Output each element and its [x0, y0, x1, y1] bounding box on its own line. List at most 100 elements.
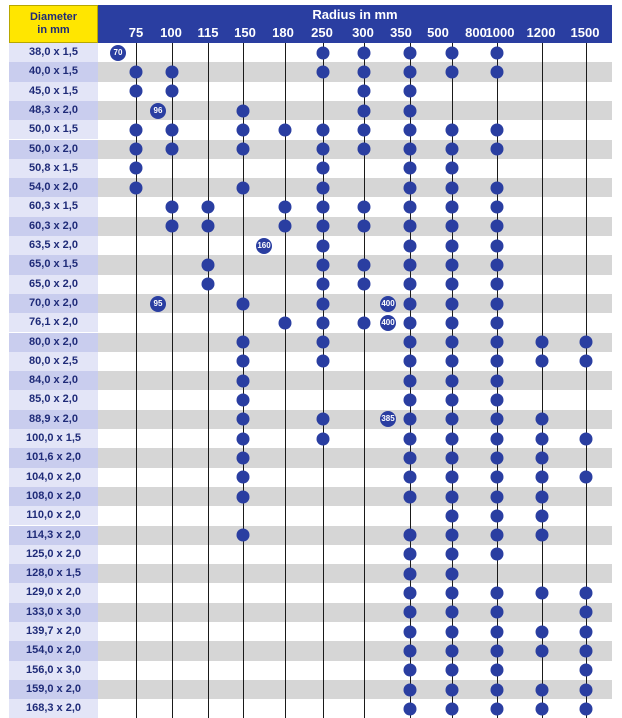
availability-dot [357, 142, 371, 156]
availability-dot [579, 335, 593, 349]
table-row [98, 525, 612, 545]
availability-dot [129, 84, 143, 98]
availability-dot [445, 161, 459, 175]
diameter-label: 159,0 x 2,0 [9, 679, 98, 700]
availability-dot [535, 335, 549, 349]
availability-dot [445, 683, 459, 697]
availability-dot [403, 142, 417, 156]
availability-dot [165, 123, 179, 137]
availability-dot [403, 625, 417, 639]
availability-dot [165, 142, 179, 156]
availability-dot [403, 470, 417, 484]
availability-dot [403, 84, 417, 98]
diameter-label: 76,1 x 2,0 [9, 313, 98, 333]
availability-dot [490, 547, 504, 561]
availability-dot [490, 258, 504, 272]
availability-dot [316, 354, 330, 368]
column-line [136, 43, 137, 718]
radius-header-250: 250 [311, 25, 333, 40]
availability-dot [445, 142, 459, 156]
radius-header-300: 300 [352, 25, 374, 40]
column-line [208, 43, 209, 718]
diameter-label: 110,0 x 2,0 [9, 506, 98, 526]
availability-dot [278, 200, 292, 214]
availability-dot [490, 528, 504, 542]
availability-dot [236, 181, 250, 195]
diameter-label: 139,7 x 2,0 [9, 622, 98, 642]
availability-dot [403, 258, 417, 272]
availability-dot [535, 644, 549, 658]
radius-header-150: 150 [234, 25, 256, 40]
column-line [364, 43, 365, 718]
diameter-label: 50,0 x 2,0 [9, 139, 98, 159]
column-line [285, 43, 286, 718]
availability-dot [357, 316, 371, 330]
availability-dot [490, 393, 504, 407]
availability-dot [316, 181, 330, 195]
table-row [98, 236, 612, 256]
availability-dot [490, 605, 504, 619]
table-row [98, 506, 612, 526]
diameter-header: Diameter in mm [9, 5, 98, 43]
availability-dot [445, 335, 459, 349]
availability-dot [445, 354, 459, 368]
table-row [98, 409, 612, 429]
table-row [98, 255, 612, 275]
availability-dot [579, 432, 593, 446]
table-row [98, 120, 612, 140]
availability-dot [535, 683, 549, 697]
availability-dot [579, 644, 593, 658]
availability-dot [403, 547, 417, 561]
radius-header-115: 115 [197, 25, 219, 40]
availability-dot [236, 432, 250, 446]
availability-dot [445, 181, 459, 195]
table-row [98, 351, 612, 372]
table-row [98, 390, 612, 410]
availability-dot [445, 65, 459, 79]
special-radius-marker: 385 [380, 411, 396, 428]
table-row [98, 100, 612, 121]
diameter-label: 101,6 x 2,0 [9, 448, 98, 468]
availability-dot [445, 393, 459, 407]
availability-dot [535, 412, 549, 426]
availability-dot [445, 663, 459, 677]
availability-dot [535, 586, 549, 600]
diameter-label: 168,3 x 2,0 [9, 699, 98, 718]
availability-dot [579, 683, 593, 697]
diameter-label: 80,0 x 2,5 [9, 351, 98, 372]
table-row [98, 641, 612, 661]
radius-header: Radius in mm 75 100 115 150 180 250 300 350 500 8… [98, 5, 612, 43]
availability-dot [403, 374, 417, 388]
radius-header-1000: 1000 [485, 25, 515, 40]
table-row [98, 332, 612, 352]
availability-dot [445, 702, 459, 716]
availability-dot [129, 181, 143, 195]
availability-dot [403, 46, 417, 60]
availability-dot [403, 297, 417, 311]
availability-dot [490, 586, 504, 600]
availability-dot [316, 335, 330, 349]
availability-dot [490, 335, 504, 349]
table-row [98, 62, 612, 82]
availability-dot [490, 644, 504, 658]
availability-dot [445, 277, 459, 291]
diameter-label: 50,0 x 1,5 [9, 120, 98, 140]
diameter-label: 114,3 x 2,0 [9, 525, 98, 545]
availability-dot [490, 277, 504, 291]
availability-dot [236, 374, 250, 388]
availability-dot [129, 161, 143, 175]
availability-dot [490, 316, 504, 330]
availability-dot [535, 451, 549, 465]
table-row [98, 679, 612, 700]
diameter-label: 88,9 x 2,0 [9, 409, 98, 429]
availability-dot [403, 200, 417, 214]
availability-dot [236, 412, 250, 426]
availability-dot [357, 123, 371, 137]
availability-dot [490, 46, 504, 60]
special-radius-marker: 400 [380, 314, 396, 331]
diameter-label: 63,5 x 2,0 [9, 236, 98, 256]
table-row [98, 178, 612, 198]
availability-dot [316, 123, 330, 137]
availability-dot [535, 432, 549, 446]
table-row [98, 660, 612, 680]
